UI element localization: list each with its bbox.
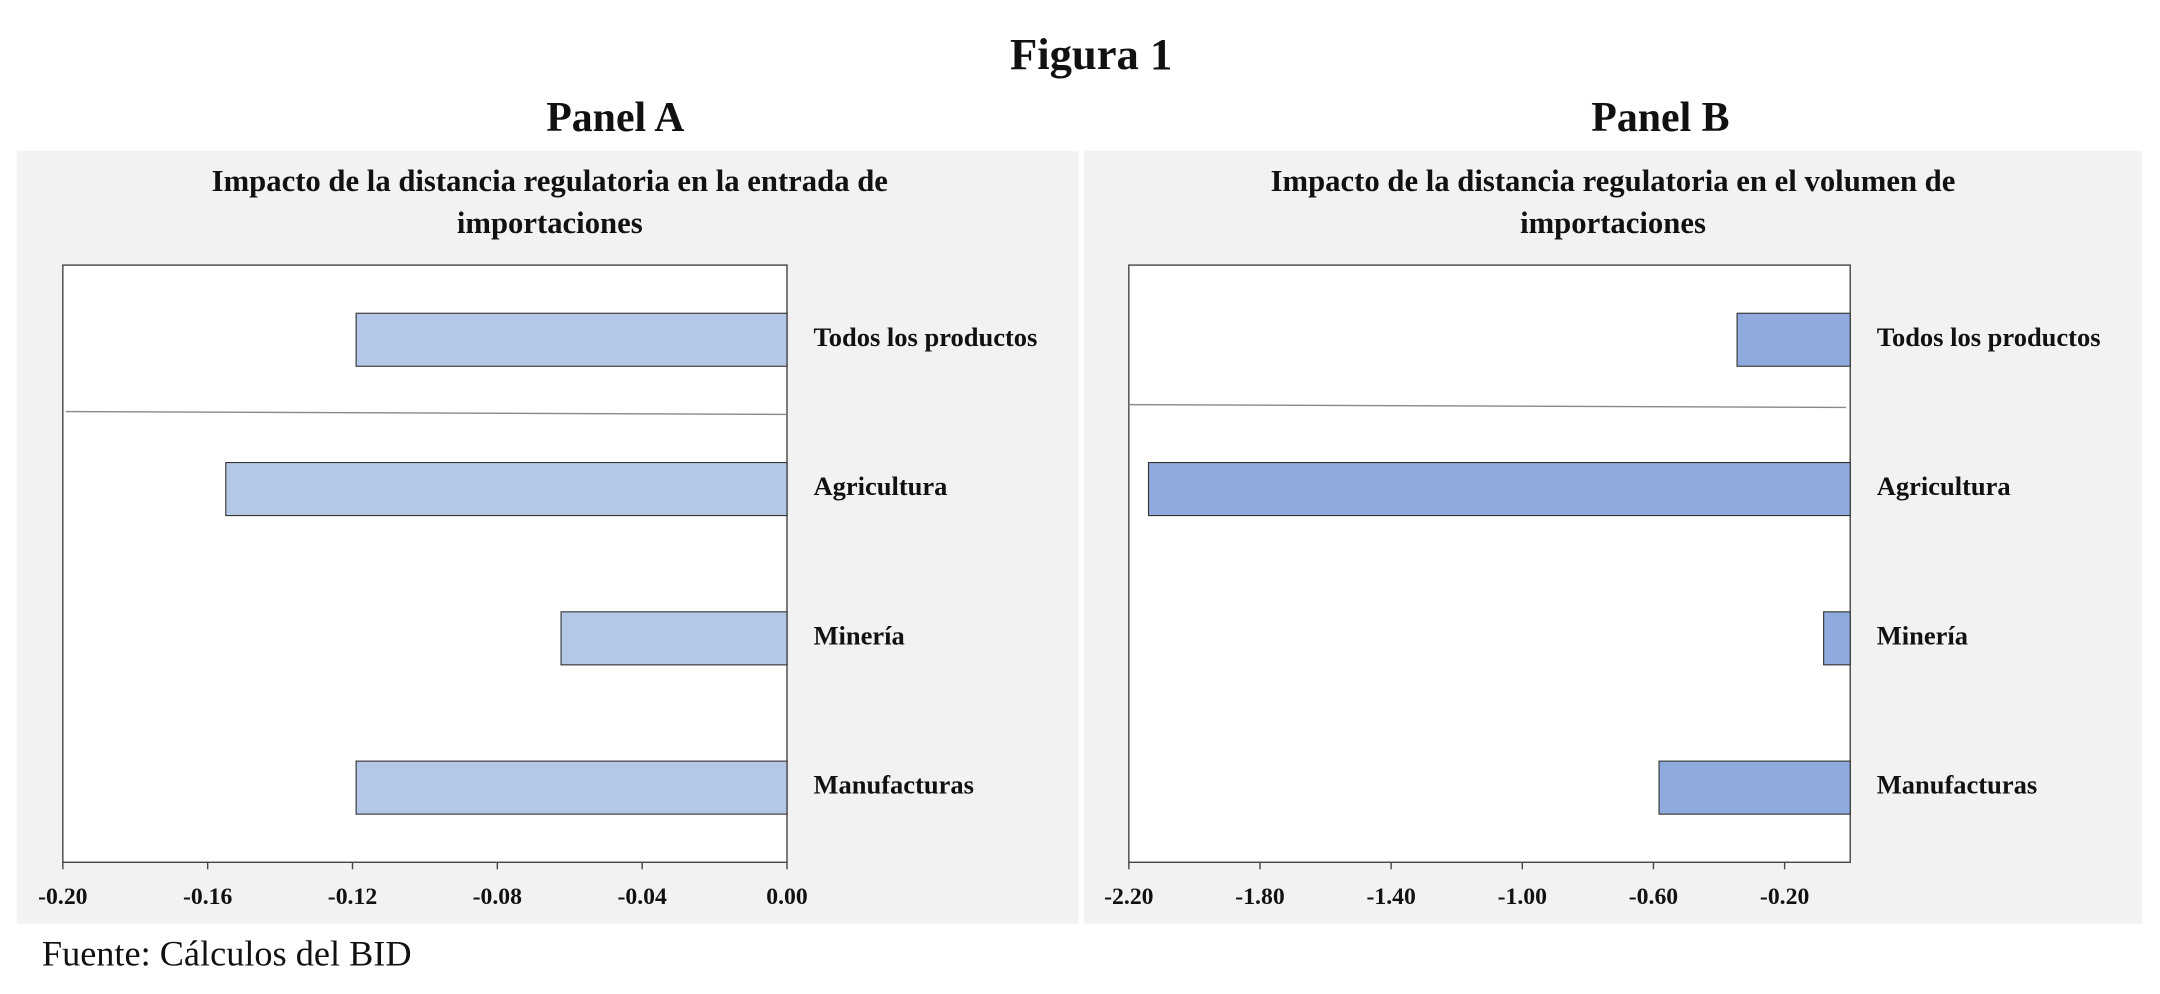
x-tick-label: -0.20 <box>38 884 87 910</box>
x-tick-label: -0.60 <box>1629 884 1678 910</box>
x-tick-label: -1.00 <box>1498 884 1547 910</box>
x-tick-label: -0.04 <box>617 884 667 910</box>
category-label: Agricultura <box>1877 471 2011 501</box>
bar <box>1823 611 1851 666</box>
x-tick-label: 0.00 <box>766 884 807 910</box>
x-tick-label: -0.12 <box>328 884 377 910</box>
chart-title: Impacto de la distancia regulatoria en l… <box>212 164 888 198</box>
bar <box>1736 312 1851 367</box>
category-label: Manufacturas <box>1877 770 2037 800</box>
category-label: Todos los productos <box>814 322 1038 352</box>
chart-title: importaciones <box>1520 206 1706 240</box>
x-tick-label: -2.20 <box>1104 884 1153 910</box>
bar <box>355 312 788 367</box>
separator-line <box>65 410 787 416</box>
separator-line <box>1128 403 1847 409</box>
x-tick-label: -1.40 <box>1366 884 1415 910</box>
x-tick-label: -0.20 <box>1760 884 1809 910</box>
figure-title: Figura 1 <box>1010 29 1172 79</box>
panel-label: Panel B <box>1591 95 1729 141</box>
x-tick-label: -0.08 <box>473 884 523 910</box>
category-label: Todos los productos <box>1877 322 2101 352</box>
bar <box>1658 760 1851 815</box>
source-note: Fuente: Cálculos del BID <box>42 933 412 973</box>
x-tick-label: -0.16 <box>183 884 233 910</box>
chart-title: Impacto de la distancia regulatoria en e… <box>1271 164 1956 198</box>
panel-label: Panel A <box>546 95 684 141</box>
category-label: Manufacturas <box>814 770 974 800</box>
bar <box>225 461 788 517</box>
category-label: Minería <box>1877 620 1968 650</box>
x-tick-label: -1.80 <box>1235 884 1284 910</box>
chart-title: importaciones <box>457 206 643 240</box>
bar <box>1147 461 1851 517</box>
category-label: Agricultura <box>814 471 948 501</box>
bar <box>355 760 788 815</box>
bar <box>560 611 788 666</box>
category-label: Minería <box>814 620 905 650</box>
